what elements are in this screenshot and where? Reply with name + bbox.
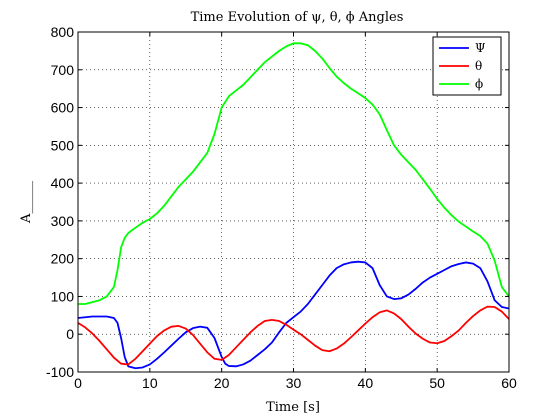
y-axis-label: A_____ <box>19 181 34 224</box>
series-layer <box>77 42 510 370</box>
y-tick-label: 100 <box>51 288 75 304</box>
y-tick-label: 500 <box>51 137 75 153</box>
x-axis-label: Time [s] <box>266 400 320 415</box>
x-tick-label: 30 <box>286 375 302 391</box>
x-tick-label: 10 <box>142 375 158 391</box>
y-tick-label: 600 <box>51 100 75 116</box>
x-tick-label: 40 <box>358 375 374 391</box>
y-tick-label: -100 <box>46 364 74 380</box>
x-tick-label: 50 <box>429 375 445 391</box>
legend-label-2: ϕ <box>475 77 483 91</box>
y-tick-label: 300 <box>51 213 75 229</box>
y-tick-label: 700 <box>51 62 75 78</box>
series-line-2 <box>78 42 510 305</box>
ticks: 0 10 20 30 40 50 60-10001002003004005006007008… <box>46 24 517 391</box>
y-tick-label: 800 <box>51 24 75 40</box>
legend-label-1: θ <box>475 59 482 73</box>
legend: Ψθϕ <box>432 36 502 96</box>
series-line-0 <box>77 260 510 370</box>
x-tick-label: 0 <box>74 375 82 391</box>
chart-title: Time Evolution of ψ, θ, ϕ Angles <box>191 10 404 25</box>
y-tick-label: 400 <box>51 175 75 191</box>
y-tick-label: 200 <box>51 251 75 267</box>
y-tick-label: 0 <box>66 326 74 342</box>
series-line-1 <box>77 305 510 366</box>
x-tick-label: 60 <box>501 375 517 391</box>
legend-label-0: Ψ <box>475 41 486 55</box>
x-tick-label: 20 <box>214 375 230 391</box>
